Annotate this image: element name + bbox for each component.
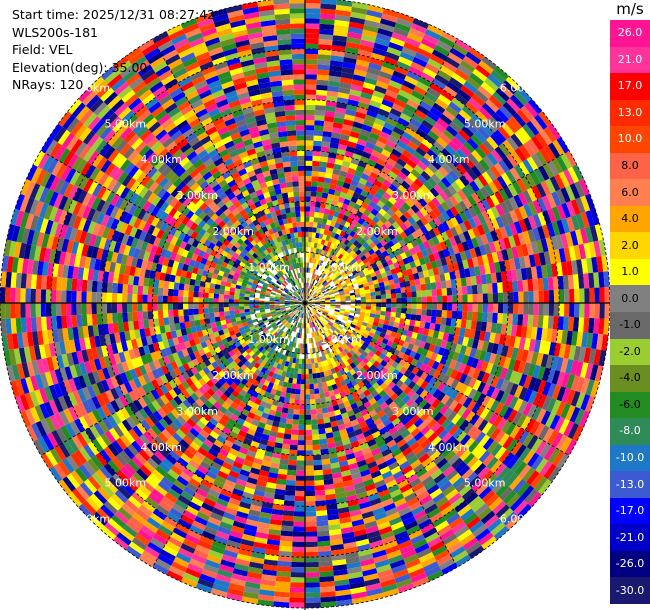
colorbar-tick-label: -21.0	[615, 530, 645, 544]
range-ring-label: 2.00km	[212, 369, 254, 382]
colorbar-swatch	[610, 444, 650, 472]
range-ring-label: 6.00km	[69, 81, 111, 94]
azimuth-line	[304, 302, 458, 568]
azimuth-line	[304, 150, 570, 304]
range-ring-label: 3.00km	[176, 405, 218, 418]
colorbar-tick-label: 17.0	[617, 79, 643, 93]
velocity-gates	[0, 0, 610, 609]
field-label: Field: VEL	[12, 42, 73, 58]
colorbar-tick-label: -8.0	[619, 424, 641, 438]
colorbar-tick-label: 0.0	[621, 291, 639, 305]
colorbar-tick-label: -2.0	[619, 344, 641, 358]
colorbar-tick-label: 13.0	[617, 105, 643, 119]
colorbar-swatch	[610, 126, 650, 154]
colorbar-swatch	[610, 524, 650, 552]
colorbar: 26.0 21.0 17.0 13.0 10.0 8.0 6.0 4.0 2.0 1.0 0.0 -1…	[610, 20, 650, 605]
colorbar-tick-label: 10.0	[617, 132, 643, 146]
colorbar-tick-label: -26.0	[615, 557, 645, 571]
colorbar-swatch	[610, 365, 650, 393]
colorbar-swatch	[610, 471, 650, 499]
colorbar-tick-label: 1.0	[621, 265, 639, 279]
azimuth-line	[40, 302, 306, 456]
colorbar-swatch	[610, 338, 650, 366]
colorbar-swatch	[610, 46, 650, 74]
colorbar-tick-label: 4.0	[621, 212, 639, 226]
colorbar-swatch	[610, 497, 650, 525]
range-ring-label: 2.00km	[212, 225, 254, 238]
colorbar-tick-label: -13.0	[615, 477, 645, 491]
range-ring-label: 6.00km	[500, 81, 542, 94]
range-ring-label: 5.00km	[464, 477, 506, 490]
colorbar-tick-label: -30.0	[615, 583, 645, 597]
range-ring-label: 1.00km	[248, 333, 290, 346]
colorbar-tick-label: 2.0	[621, 238, 639, 252]
colorbar-tick-label: -6.0	[619, 397, 641, 411]
colorbar-tick-label: 26.0	[617, 26, 643, 40]
azimuth-line	[152, 38, 306, 304]
colorbar-swatch	[610, 152, 650, 180]
colorbar-swatch	[610, 577, 650, 605]
range-ring-label: 4.00km	[428, 153, 470, 166]
colorbar-swatch	[610, 205, 650, 233]
elevation-label: Elevation(deg): 35.00	[12, 59, 148, 75]
colorbar-title: m/s	[616, 0, 644, 18]
colorbar-tick-label: 6.0	[621, 185, 639, 199]
colorbar-tick-label: -1.0	[619, 318, 641, 332]
colorbar-swatch	[610, 391, 650, 419]
range-ring-labels: 1.00km 1.00km 1.00km 1.00km 2.00km 2.00km 2.00…	[69, 81, 542, 525]
colorbar-tick-label: -10.0	[615, 451, 645, 464]
colorbar-swatch	[610, 20, 650, 48]
range-ring-label: 1.00km	[320, 261, 362, 274]
range-ring-label: 2.00km	[356, 225, 398, 238]
colorbar-swatch	[610, 232, 650, 260]
colorbar-swatch	[610, 73, 650, 101]
azimuth-line	[40, 150, 306, 304]
colorbar-swatch	[610, 258, 650, 286]
colorbar-swatch	[610, 179, 650, 207]
colorbar-swatch	[610, 418, 650, 446]
start-time-label: Start time: 2025/12/31 08:27:42	[12, 7, 216, 22]
range-ring-label: 6.00km	[500, 513, 542, 526]
station-label: WLS200s-181	[12, 24, 98, 40]
range-ring-label: 4.00km	[428, 441, 470, 454]
colorbar-tick-label: 8.0	[621, 159, 639, 172]
azimuth-line	[152, 302, 306, 568]
colorbar-tick-label: -4.0	[619, 371, 641, 385]
range-ring-label: 1.00km	[248, 261, 290, 274]
colorbar-swatch	[610, 285, 650, 313]
range-ring-label: 4.00km	[140, 153, 182, 166]
range-ring-label: 3.00km	[392, 189, 434, 202]
range-ring-label: 3.00km	[392, 405, 434, 418]
range-ring-label: 1.00km	[320, 333, 362, 346]
range-ring-label: 5.00km	[105, 477, 147, 490]
colorbar-swatch	[610, 550, 650, 578]
azimuth-line	[304, 302, 570, 456]
scan-info: Start time: 2025/12/31 08:27:42 WLS200s-…	[12, 6, 215, 94]
azimuth-line	[304, 38, 458, 304]
range-ring-label: 2.00km	[356, 369, 398, 382]
ppi-scan-plot: 1.00km 1.00km 1.00km 1.00km 2.00km 2.00km 2.00…	[0, 0, 610, 610]
nrays-label: NRays: 120	[12, 77, 84, 93]
colorbar-tick-label: -17.0	[615, 504, 645, 518]
colorbar-tick-label: 21.0	[617, 52, 643, 66]
range-ring-label: 4.00km	[140, 441, 182, 454]
colorbar-swatch	[610, 99, 650, 127]
range-ring-label: 5.00km	[105, 117, 147, 130]
colorbar-swatch	[610, 312, 650, 340]
range-rings	[0, 0, 610, 610]
range-ring-label: 6.00km	[69, 513, 111, 526]
range-ring-label: 3.00km	[176, 189, 218, 202]
range-ring-label: 5.00km	[464, 117, 506, 130]
